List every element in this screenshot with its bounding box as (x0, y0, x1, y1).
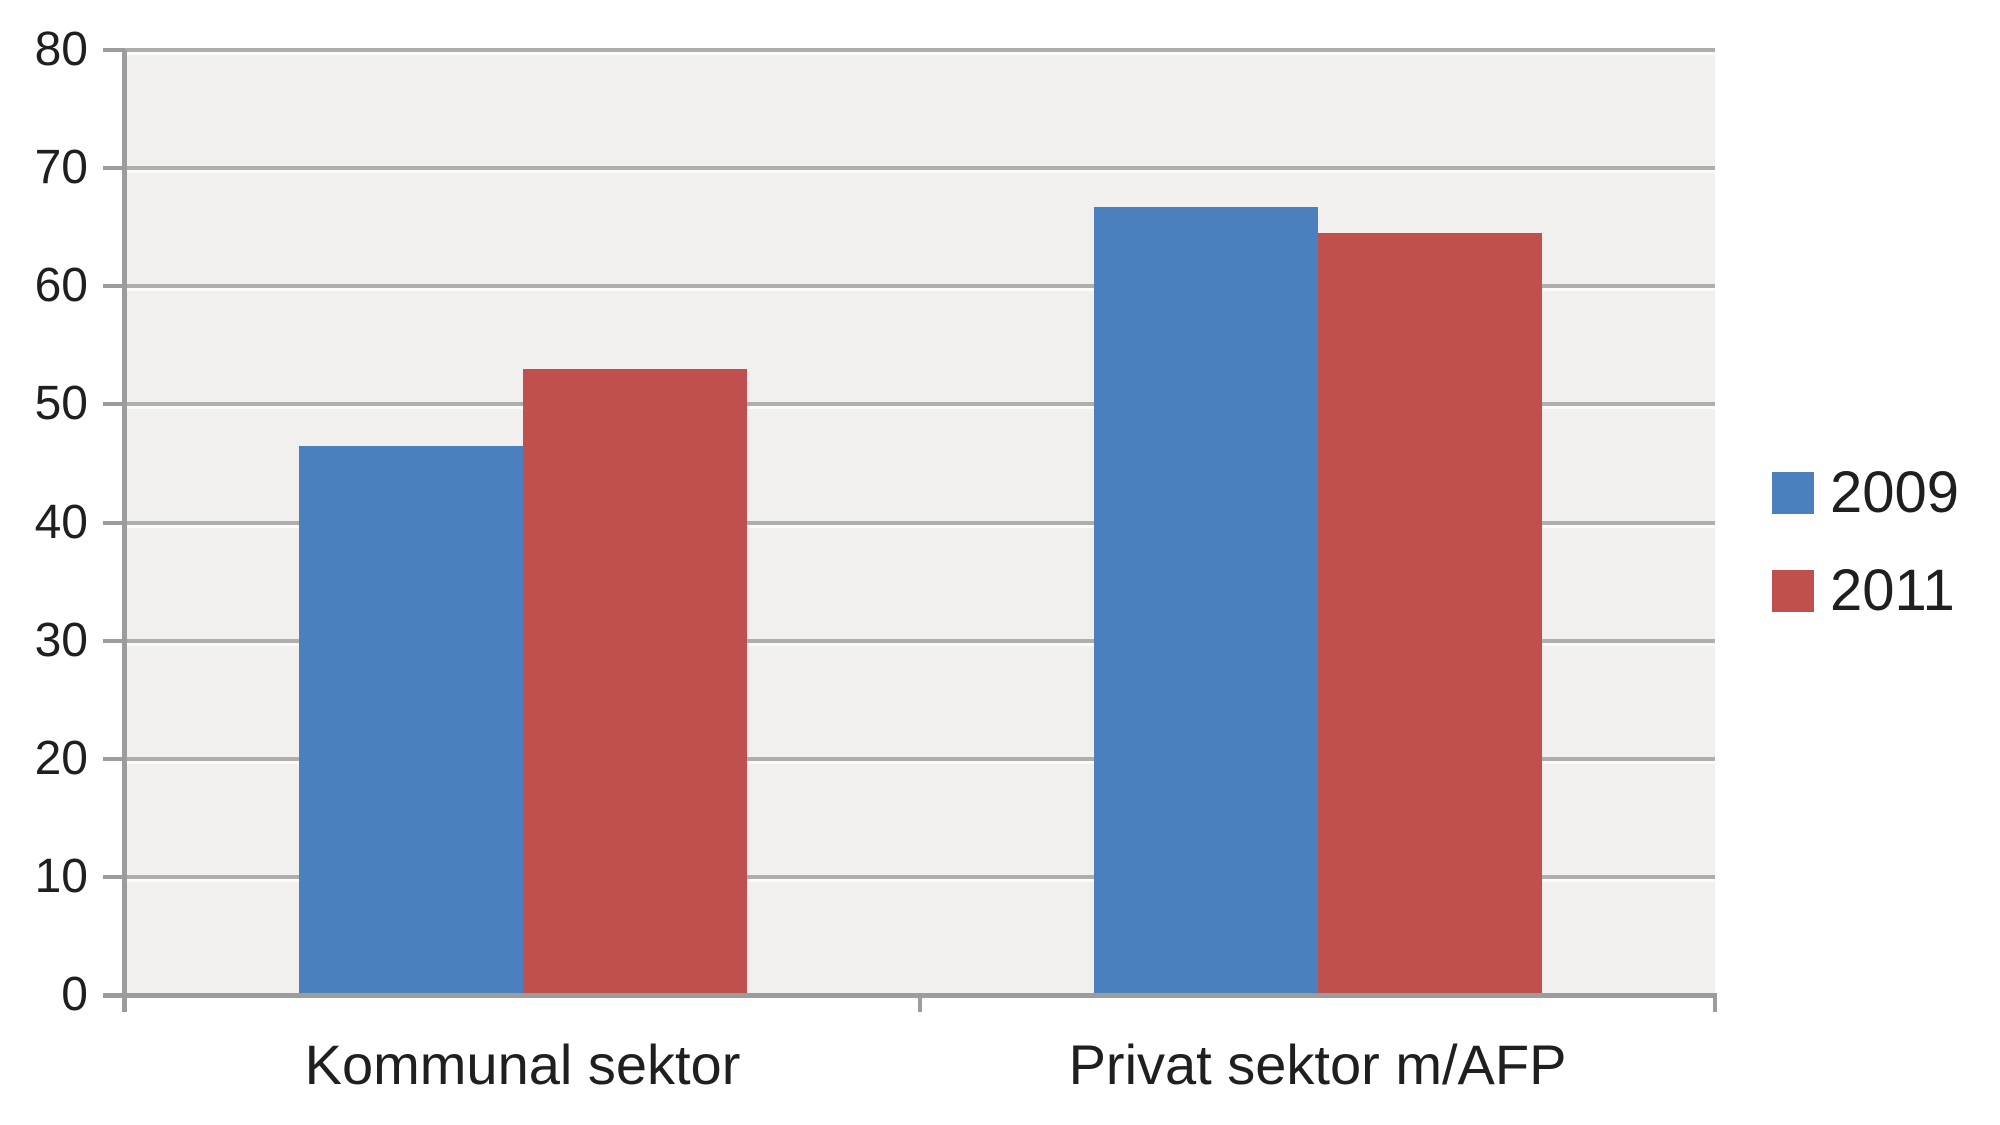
y-tick-mark-30 (103, 638, 125, 643)
x-tick-mark-0 (123, 995, 127, 1012)
y-tick-label-80: 80 (34, 23, 88, 76)
y-tick-mark-60 (103, 284, 125, 289)
y-tick-label-60: 60 (34, 259, 88, 313)
gridline-30 (125, 638, 1715, 643)
category-label-privat-sektor-m-afp: Privat sektor m/AFP (1068, 1033, 1567, 1096)
y-tick-label-40: 40 (34, 495, 88, 549)
y-tick-label-20: 20 (34, 731, 88, 785)
y-tick-mark-40 (103, 520, 125, 525)
x-tick-mark-1 (918, 995, 922, 1012)
legend-item-2009: 2009 (1772, 462, 1959, 524)
gridline-40 (125, 520, 1715, 525)
y-tick-label-0: 0 (61, 968, 88, 1021)
y-tick-mark-20 (103, 756, 125, 761)
gridline-20 (125, 756, 1715, 761)
y-tick-label-30: 30 (34, 613, 88, 667)
bar-privat-sektor-m-afp-2011 (1317, 233, 1542, 995)
y-tick-label-70: 70 (34, 141, 88, 195)
y-tick-mark-10 (103, 874, 125, 879)
bar-kommunal-sektor-2009 (298, 445, 523, 995)
y-tick-mark-70 (103, 166, 125, 171)
gridline-70 (125, 166, 1715, 171)
y-tick-mark-0 (103, 993, 125, 997)
legend-swatch-2009 (1772, 472, 1814, 514)
bar-kommunal-sektor-2011 (522, 368, 747, 995)
x-axis-line (103, 993, 1717, 998)
x-tick-mark-2 (1713, 995, 1717, 1012)
bar-privat-sektor-m-afp-2009 (1093, 207, 1318, 995)
legend-item-2011: 2011 (1772, 560, 1959, 622)
y-tick-label-50: 50 (34, 377, 88, 431)
legend-label-2011: 2011 (1830, 558, 1955, 623)
y-axis-line (122, 50, 127, 1012)
gridline-60 (125, 284, 1715, 289)
legend: 2009 2011 (1772, 462, 1959, 622)
y-tick-label-10: 10 (34, 849, 88, 903)
gridline-50 (125, 402, 1715, 407)
legend-swatch-2011 (1772, 570, 1814, 612)
gridline-80 (125, 48, 1715, 52)
legend-label-2009: 2009 (1830, 460, 1960, 525)
y-tick-mark-80 (103, 48, 125, 52)
gridline-10 (125, 874, 1715, 879)
category-label-kommunal-sektor: Kommunal sektor (304, 1033, 741, 1096)
y-tick-mark-50 (103, 402, 125, 407)
